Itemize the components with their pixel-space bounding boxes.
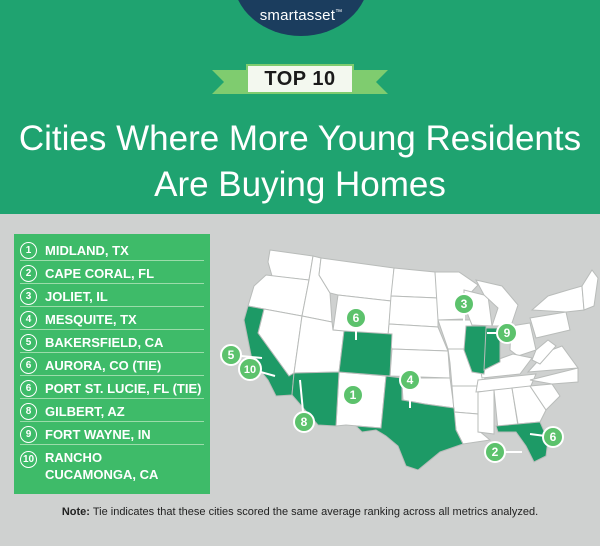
rank-number: 6 bbox=[20, 356, 37, 374]
rank-number: 3 bbox=[20, 287, 37, 305]
marker-gilbert: 8 bbox=[293, 411, 315, 433]
marker-joliet: 3 bbox=[453, 293, 475, 315]
state-georgia bbox=[511, 385, 547, 425]
svg-text:4: 4 bbox=[407, 373, 414, 387]
map-markers: 1 2 3 4 5 6 6 8 9 10 bbox=[220, 293, 564, 463]
ribbon-fold-left bbox=[224, 70, 248, 94]
title-line-2: Are Buying Homes bbox=[154, 165, 446, 204]
header: smartasset™ TOP 10 Cities Where More You… bbox=[0, 0, 600, 214]
svg-text:10: 10 bbox=[244, 364, 256, 376]
city-label: MESQUITE, TX bbox=[45, 311, 137, 327]
svg-text:2: 2 bbox=[492, 445, 499, 459]
us-map: 1 2 3 4 5 6 6 8 9 10 bbox=[220, 249, 599, 470]
state-outlines bbox=[247, 249, 599, 445]
city-label-line-2: CUCAMONGA, CA bbox=[45, 467, 159, 482]
state-south-dakota bbox=[388, 295, 439, 328]
state-kansas bbox=[389, 348, 451, 379]
state-indiana bbox=[483, 327, 501, 371]
city-label: MIDLAND, TX bbox=[45, 242, 129, 258]
banner-label: TOP 10 bbox=[246, 64, 354, 94]
list-item: 6 PORT ST. LUCIE, FL (TIE) bbox=[20, 378, 204, 399]
rank-number: 6 bbox=[20, 379, 37, 397]
highlighted-states bbox=[243, 305, 549, 470]
logo: smartasset™ bbox=[259, 7, 343, 24]
state-arizona bbox=[291, 371, 340, 427]
ribbon-tail-right bbox=[376, 70, 388, 94]
state-west-virginia bbox=[531, 339, 557, 365]
list-item: 10 RANCHO CUCAMONGA, CA bbox=[20, 449, 204, 485]
list-item: 5 BAKERSFIELD, CA bbox=[20, 332, 204, 353]
city-label: RANCHO CUCAMONGA, CA bbox=[45, 449, 158, 483]
marker-cape-coral: 2 bbox=[484, 441, 506, 463]
state-california bbox=[243, 305, 295, 397]
marker-port-st-lucie: 6 bbox=[542, 426, 564, 448]
marker-bakersfield: 5 bbox=[220, 344, 242, 366]
city-label: AURORA, CO (TIE) bbox=[45, 357, 162, 373]
rank-number: 1 bbox=[20, 241, 37, 259]
state-north-dakota bbox=[390, 267, 439, 299]
city-label: JOLIET, IL bbox=[45, 288, 108, 304]
marker-midland: 1 bbox=[342, 384, 364, 406]
marker-aurora: 6 bbox=[345, 307, 367, 329]
title-line-1: Cities Where More Young Residents bbox=[18, 119, 582, 158]
svg-text:3: 3 bbox=[461, 297, 468, 311]
city-label: PORT ST. LUCIE, FL (TIE) bbox=[45, 380, 202, 396]
footnote: Note: Tie indicates that these cities sc… bbox=[0, 506, 600, 518]
city-label: FORT WAYNE, IN bbox=[45, 426, 151, 442]
rank-number: 4 bbox=[20, 310, 37, 328]
rank-number: 5 bbox=[20, 333, 37, 351]
ribbon-tail-left bbox=[212, 70, 224, 94]
list-item: 4 MESQUITE, TX bbox=[20, 309, 204, 330]
city-label: CAPE CORAL, FL bbox=[45, 265, 155, 281]
state-illinois bbox=[463, 325, 489, 375]
list-item: 6 AURORA, CO (TIE) bbox=[20, 355, 204, 376]
rank-number: 10 bbox=[20, 451, 37, 468]
marker-rancho-cucamonga: 10 bbox=[238, 357, 262, 381]
ribbon-fold-right bbox=[352, 70, 376, 94]
footnote-text: Tie indicates that these cities scored t… bbox=[89, 506, 539, 518]
city-label: BAKERSFIELD, CA bbox=[45, 334, 164, 350]
state-new-england bbox=[581, 269, 599, 311]
city-label: GILBERT, AZ bbox=[45, 403, 125, 419]
rank-number: 8 bbox=[20, 402, 37, 420]
list-item: 8 GILBERT, AZ bbox=[20, 401, 204, 422]
svg-text:6: 6 bbox=[550, 430, 557, 444]
svg-text:6: 6 bbox=[353, 311, 360, 325]
state-new-york bbox=[530, 285, 585, 313]
state-nebraska bbox=[387, 323, 449, 352]
list-item: 2 CAPE CORAL, FL bbox=[20, 263, 204, 284]
marker-mesquite: 4 bbox=[399, 369, 421, 391]
svg-text:5: 5 bbox=[228, 348, 235, 362]
top10-banner: TOP 10 bbox=[212, 64, 388, 94]
svg-text:1: 1 bbox=[350, 388, 357, 402]
page-title: Cities Where More Young Residents Are Bu… bbox=[0, 116, 600, 208]
list-item: 3 JOLIET, IL bbox=[20, 286, 204, 307]
city-label-line-1: RANCHO bbox=[45, 450, 103, 465]
state-colorado bbox=[338, 330, 393, 377]
footnote-label: Note: bbox=[61, 506, 90, 518]
list-item: 1 MIDLAND, TX bbox=[20, 240, 204, 261]
rank-number: 9 bbox=[20, 425, 37, 443]
state-north-carolina bbox=[529, 367, 579, 385]
state-florida bbox=[495, 421, 549, 463]
rank-number: 2 bbox=[20, 264, 37, 282]
svg-text:9: 9 bbox=[504, 326, 511, 340]
state-texas bbox=[354, 375, 464, 470]
state-mississippi bbox=[477, 389, 495, 435]
state-pennsylvania bbox=[529, 311, 571, 339]
state-south-carolina bbox=[529, 383, 561, 411]
marker-fort-wayne: 9 bbox=[496, 322, 518, 344]
state-washington bbox=[267, 249, 314, 281]
list-item: 9 FORT WAYNE, IN bbox=[20, 424, 204, 445]
ranking-list: 1 MIDLAND, TX 2 CAPE CORAL, FL 3 JOLIET,… bbox=[14, 234, 210, 494]
svg-text:8: 8 bbox=[301, 415, 308, 429]
state-kentucky bbox=[479, 353, 533, 379]
